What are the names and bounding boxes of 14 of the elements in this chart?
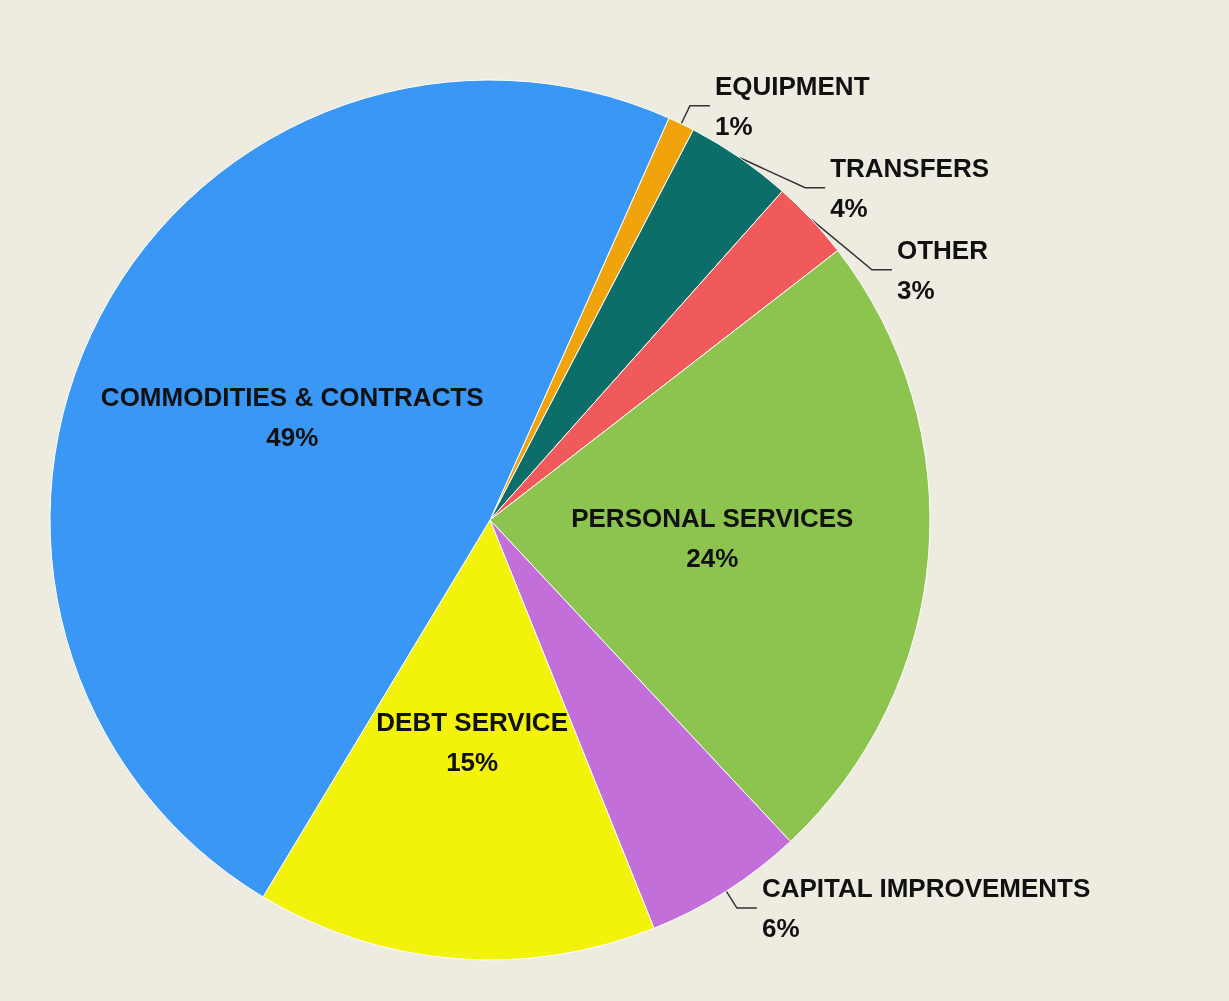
slice-label: DEBT SERVICE	[376, 707, 569, 738]
data-label: 1%	[714, 110, 753, 141]
slice-label: PERSONAL SERVICES	[571, 502, 854, 533]
data-label: 3%	[896, 274, 935, 305]
data-label: 49%	[266, 421, 319, 452]
slice-label: COMMODITIES & CONTRACTS	[100, 381, 484, 412]
slice-label: EQUIPMENT	[714, 70, 870, 101]
data-label: 24%	[686, 542, 739, 573]
slice-label: OTHER	[896, 234, 989, 265]
data-label: 15%	[446, 747, 499, 778]
slice-label: TRANSFERS	[830, 152, 990, 183]
slice-label: CAPITAL IMPROVEMENTS	[761, 873, 1091, 904]
data-label: 4%	[830, 192, 868, 223]
data-label: 6%	[761, 913, 800, 944]
